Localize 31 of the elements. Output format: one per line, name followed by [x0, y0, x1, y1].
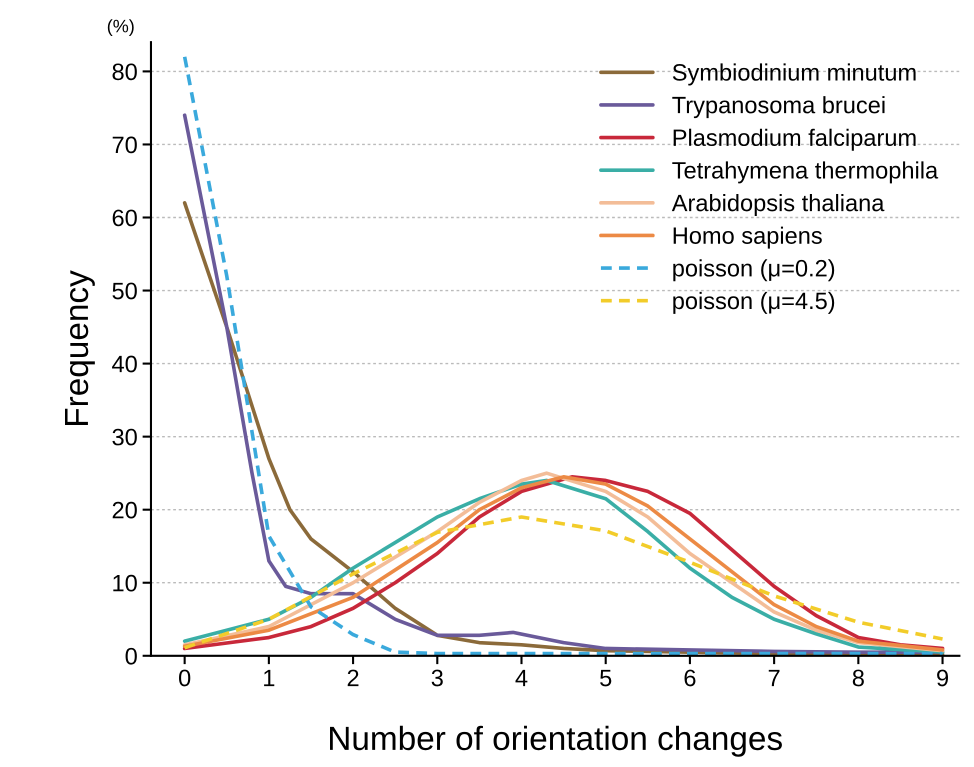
legend-label: Trypanosoma brucei	[672, 96, 884, 118]
line-series	[182, 515, 944, 650]
y-tick-label: 30	[112, 428, 137, 446]
legend-label: poisson (μ=0.2)	[673, 259, 834, 282]
x-tick-label: 0	[179, 670, 190, 686]
x-tick-label: 6	[684, 670, 696, 686]
x-tick-label: 9	[937, 670, 948, 686]
x-tick-label: 7	[768, 670, 780, 686]
y-tick-label: 80	[112, 63, 137, 80]
y-tick-label: 70	[112, 136, 137, 154]
y-tick-label: 10	[113, 574, 137, 592]
legend-label: Tetrahymena thermophila	[672, 161, 938, 184]
x-tick-label: 8	[852, 670, 864, 686]
legend-label: Symbiodinium minutum	[672, 63, 916, 86]
y-tick-label: 40	[112, 356, 137, 372]
x-tick-label: 1	[264, 670, 274, 686]
legend-label: Plasmodium falciparum	[674, 128, 916, 151]
x-tick-label: 4	[515, 670, 528, 686]
x-axis-title: Number of orientation changes	[330, 726, 782, 757]
y-axis-title: Frequency	[65, 270, 95, 425]
x-tick-label: 5	[600, 670, 612, 686]
y-tick-label: 50	[112, 282, 137, 300]
y-tick-label: 20	[112, 502, 137, 518]
x-tick-label: 3	[432, 670, 443, 686]
x-tick-label: 2	[348, 670, 358, 686]
y-tick-label: 60	[112, 210, 137, 226]
legend-label: Arabidopsis thaliana	[672, 194, 884, 216]
legend-label: poisson (μ=4.5)	[673, 292, 834, 314]
text: (%)	[108, 19, 134, 36]
legend-label: Homo sapiens	[674, 226, 822, 249]
y-tick-label: 0	[126, 648, 137, 665]
